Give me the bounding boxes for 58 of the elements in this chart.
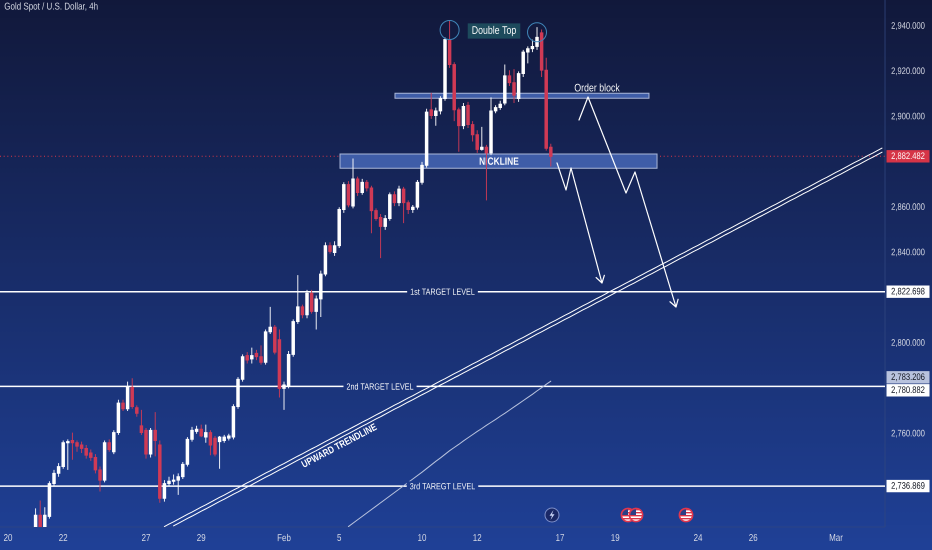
x-tick-label: 27 <box>142 534 150 541</box>
candlestick <box>135 404 139 418</box>
candlestick <box>102 440 106 483</box>
candlestick <box>351 158 355 209</box>
y-tick-label: 2,840.000 <box>891 248 925 256</box>
candlestick <box>346 180 350 208</box>
candlestick <box>300 304 304 319</box>
x-tick-label: 19 <box>611 534 620 542</box>
candlestick <box>199 424 203 438</box>
candlestick <box>480 126 484 152</box>
candlestick <box>107 438 111 452</box>
x-tick-label: 26 <box>749 534 758 542</box>
y-tick-label: 2,822.698 <box>891 288 925 296</box>
x-tick-label: 20 <box>4 534 12 542</box>
y-tick-label: 2,780.882 <box>891 386 925 394</box>
x-tick-label: 5 <box>337 534 342 542</box>
candlestick <box>462 102 466 130</box>
candlestick <box>250 347 254 364</box>
x-tick-label: 17 <box>556 534 564 541</box>
candlestick <box>70 432 74 460</box>
y-tick-label: 2,800.000 <box>891 339 925 348</box>
annotation: Double Top <box>472 26 516 36</box>
candlestick <box>356 176 360 196</box>
y-tick-label: 2,860.000 <box>891 203 925 212</box>
chart-title: Gold Spot / U.S. Dollar, 4h <box>4 2 98 12</box>
x-tick-label: 12 <box>473 534 482 541</box>
band-label: Order block <box>574 83 620 92</box>
y-tick-label: 2,940.000 <box>891 22 925 30</box>
candlestick <box>503 64 507 106</box>
candlestick <box>204 424 208 444</box>
candlestick <box>498 100 502 110</box>
candlestick <box>392 190 396 207</box>
candlestick <box>429 92 433 120</box>
candlestick <box>397 185 401 207</box>
ref-line-label: 1st TARGET LEVEL <box>410 288 475 295</box>
y-tick-label: 2,882.482 <box>891 152 925 160</box>
candlestick <box>148 428 152 458</box>
candlestick <box>328 242 332 254</box>
x-tick-label: Mar <box>830 534 843 542</box>
x-tick-label: 10 <box>418 534 426 542</box>
ref-line-label: 3rd TAREGT LEVEL <box>410 482 476 490</box>
candlestick <box>360 178 364 196</box>
candlestick <box>310 289 314 314</box>
y-tick-label: 2,760.000 <box>891 430 925 438</box>
x-tick-label: 24 <box>694 534 702 541</box>
candlestick <box>130 378 134 410</box>
x-tick-label: Feb <box>278 534 291 542</box>
x-tick-label: 29 <box>197 534 206 542</box>
ref-line-label: 2nd TARGET LEVEL <box>346 383 414 390</box>
y-tick-label: 2,920.000 <box>891 67 925 76</box>
candlestick <box>121 399 125 412</box>
y-tick-label: 2,900.000 <box>891 112 925 121</box>
x-tick-label: 22 <box>59 534 68 541</box>
candlestick <box>245 352 249 364</box>
candlestick <box>158 440 162 504</box>
y-tick-label: 2,783.206 <box>891 373 925 382</box>
candlestick <box>153 412 157 457</box>
y-tick-label: 2,736.869 <box>891 482 925 490</box>
